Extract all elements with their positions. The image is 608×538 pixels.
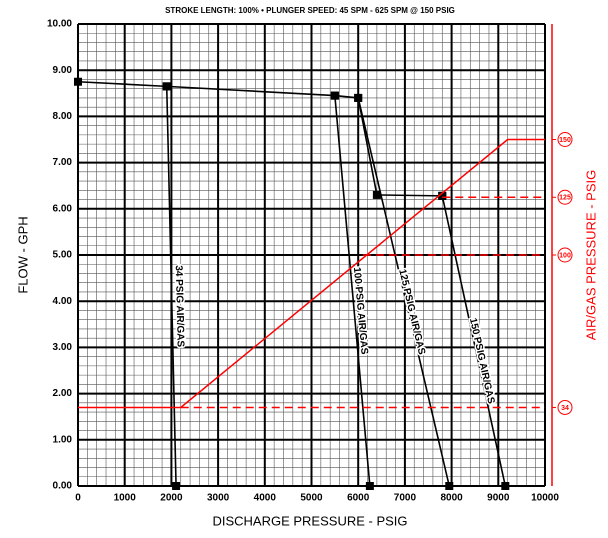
y-tick-label: 7.00 [53,157,73,168]
x-tick-label: 9000 [487,493,510,504]
y-tick-label: 0.00 [53,481,73,492]
y-tick-label: 4.00 [53,296,73,307]
x-tick-label: 1000 [114,493,137,504]
point-marker [172,482,181,490]
point-marker [74,77,82,86]
y-tick-label: 10.00 [47,19,72,30]
series-line [334,95,371,487]
y-tick-label: 3.00 [53,342,73,353]
x-tick-label: 2000 [160,493,183,504]
x-axis-title: DISCHARGE PRESSURE - PSIG [212,513,407,528]
y2-tick-label: 100 [559,252,571,259]
curve-label: 34 PSIG AIR/GAS [173,265,186,347]
series-line [441,195,507,487]
y2-tick-circle [557,189,573,205]
point-marker [354,93,363,102]
curve-label: 125 PSIG AIR/GAS [396,268,427,356]
point-marker [372,190,381,199]
y-tick-label: 1.00 [53,434,73,445]
x-tick-label: 10000 [531,493,559,504]
series-line [165,86,177,487]
series-line [357,97,451,487]
y2-tick-label: 150 [559,137,571,144]
y2-axis-title: AIR/GAS PRESSURE - PSIG [583,170,598,341]
y-tick-label: 6.00 [53,203,73,214]
y-axis-title: FLOW - GPH [15,216,30,293]
x-tick-label: 5000 [300,493,323,504]
y2-tick-label: 34 [561,405,569,412]
x-tick-label: 7000 [394,493,417,504]
y2-tick-circle [557,247,573,263]
y2-tick-circle [557,399,573,415]
point-marker [162,82,171,91]
x-tick-label: 8000 [440,493,463,504]
y-tick-label: 9.00 [53,65,73,76]
y-tick-label: 2.00 [53,388,73,399]
y-tick-label: 5.00 [53,250,73,261]
x-tick-label: 0 [75,493,81,504]
point-marker [501,482,510,490]
curve-label: 150 PSIG AIR/GAS [467,317,496,405]
point-marker [330,91,339,100]
series-line [78,138,545,409]
chart-title: STROKE LENGTH: 100% • PLUNGER SPEED: 45 … [165,6,455,15]
point-marker [445,482,454,490]
y2-tick-label: 125 [559,195,571,202]
point-marker [438,191,447,200]
point-marker [365,482,374,490]
x-tick-label: 6000 [347,493,370,504]
x-tick-label: 4000 [254,493,277,504]
y-tick-label: 8.00 [53,111,73,122]
x-tick-label: 3000 [207,493,230,504]
series-line [77,80,443,197]
y2-tick-circle [557,132,573,147]
